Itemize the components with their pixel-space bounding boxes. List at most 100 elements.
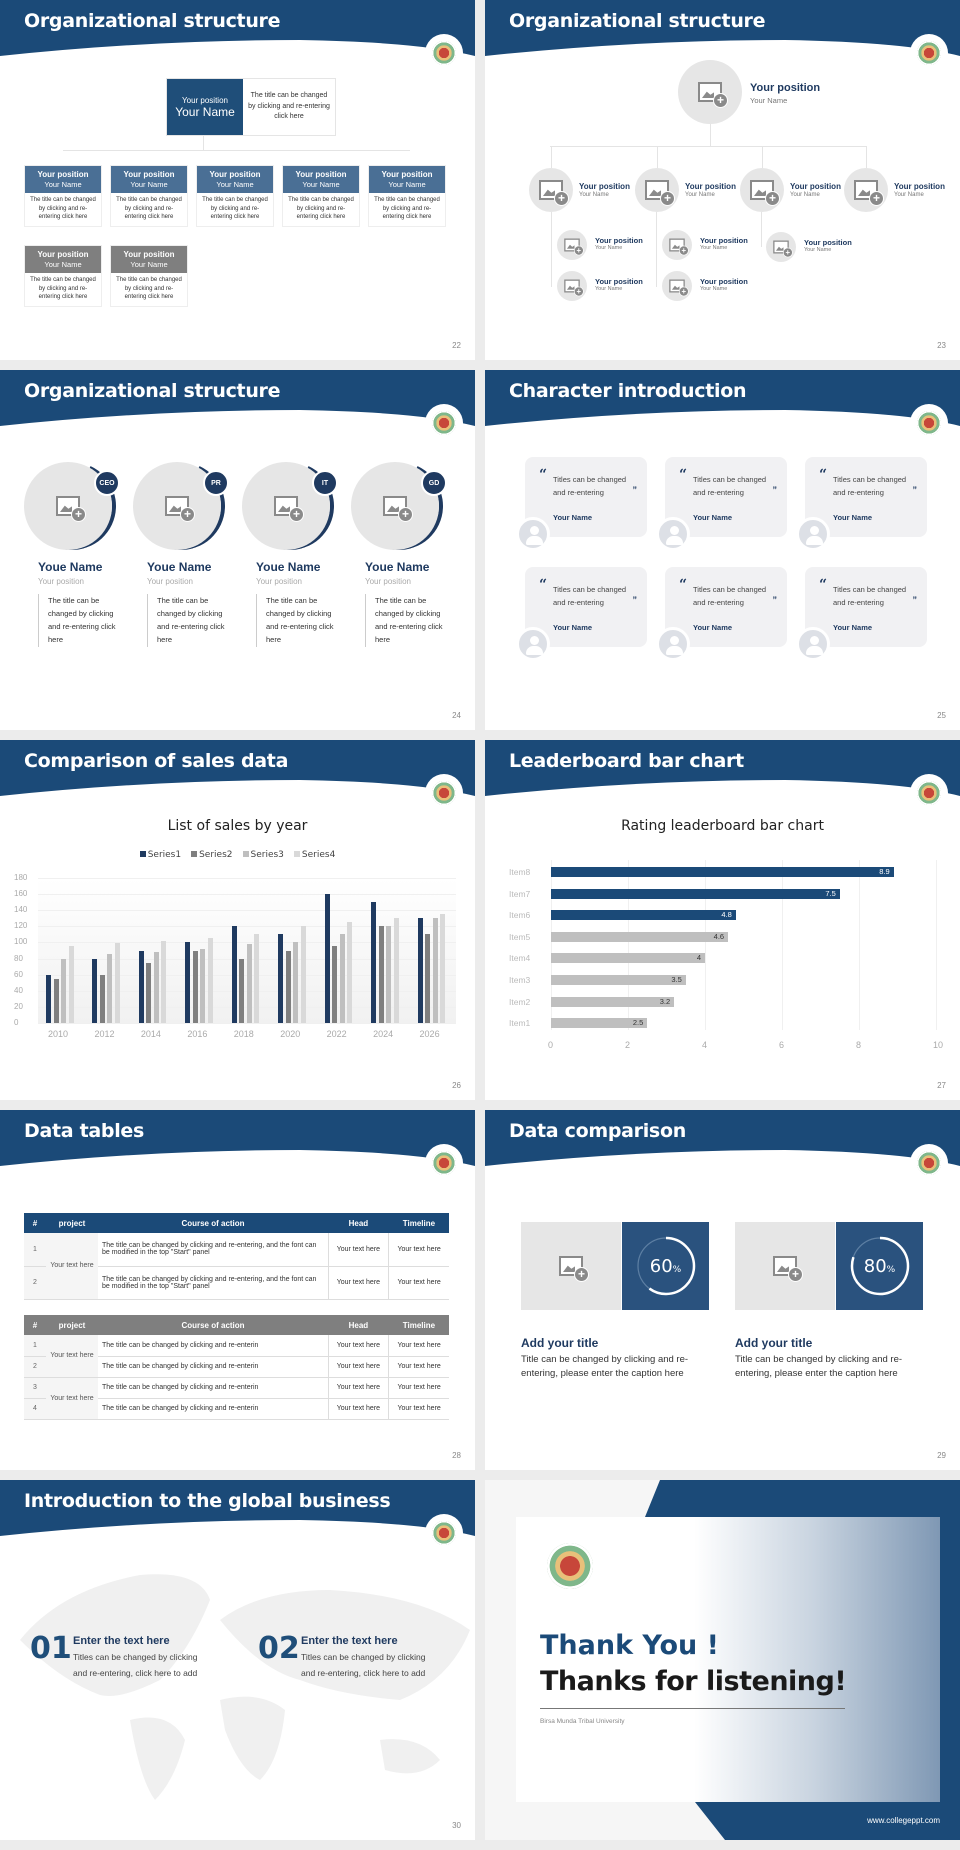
avatar-icon — [796, 517, 830, 551]
close-quote-icon: ” — [912, 485, 918, 495]
legend-item: Series4 — [293, 850, 335, 860]
logo-emblem-icon — [917, 1151, 941, 1175]
column-header: Course of action — [181, 1218, 245, 1228]
photo-placeholder[interactable] — [740, 168, 784, 212]
table-row[interactable]: 1 Your text here The title can be changed … — [24, 1233, 449, 1300]
bar — [68, 946, 74, 1023]
progress-ring — [850, 1236, 909, 1296]
photo-placeholder-small[interactable] — [766, 232, 796, 262]
head-cell: Your text here — [327, 1377, 389, 1399]
logo-emblem-icon — [432, 1151, 456, 1175]
top-position-box[interactable]: Your position Your Name The title can be c… — [166, 78, 336, 136]
item-description: Title can be changed by clicking and re-… — [735, 1354, 903, 1380]
header-wave-shape — [0, 370, 475, 426]
website-link[interactable]: www.collegeppt.com — [867, 1816, 940, 1825]
university-logo — [910, 34, 948, 72]
logo-emblem-icon — [432, 41, 456, 65]
position-box[interactable]: Your position Your Name The title can be c… — [24, 165, 102, 227]
item-heading: Enter the text here — [73, 1635, 170, 1647]
position-box[interactable]: Your position Your Name The title can be c… — [368, 165, 446, 227]
position-box[interactable]: Your position Your Name The title can be c… — [24, 245, 102, 307]
logo-emblem-icon — [917, 411, 941, 435]
slide-title: Organizational structure — [24, 10, 281, 32]
image-placeholder-icon — [669, 238, 689, 256]
quote-author: Your Name — [693, 513, 733, 522]
top-position: Your position — [750, 82, 821, 94]
slide-23-org-chart: Organizational structure23Your positionY… — [485, 0, 960, 360]
table-row[interactable]: 3 Your text here The title can be changed … — [24, 1377, 449, 1420]
grid-line — [38, 894, 456, 896]
university-logo — [910, 1144, 948, 1182]
table-row[interactable]: 2 The title can be changed by clicking an… — [24, 1266, 449, 1300]
slide-title: Data tables — [24, 1120, 145, 1142]
logo-emblem-icon — [917, 781, 941, 805]
table-row[interactable]: 1 Your text here The title can be changed … — [24, 1335, 449, 1378]
position-label: Your position — [209, 170, 261, 179]
slide-header: Introduction to the global business — [0, 1480, 475, 1540]
photo-placeholder[interactable] — [635, 168, 679, 212]
quote-text: Titles can be changed and re-entering — [553, 585, 627, 608]
item-title: Add your title — [735, 1336, 813, 1350]
background-shapes — [645, 1480, 960, 1840]
header-wave-shape — [0, 0, 475, 56]
grid-line — [38, 1023, 456, 1024]
top-photo-placeholder[interactable] — [678, 60, 742, 124]
university-logo — [547, 1543, 593, 1589]
head-cell: Your text here — [327, 1335, 389, 1357]
team-member-card: CEO Youe Name Your position The title can b… — [15, 449, 129, 647]
item-number: 02 — [258, 1631, 300, 1666]
image-placeholder[interactable] — [521, 1222, 621, 1310]
grid-line — [936, 860, 937, 1030]
image-placeholder-icon — [165, 496, 195, 522]
image-placeholder[interactable] — [735, 1222, 835, 1310]
table-header-row: # project Course of action Head Timeline — [24, 1213, 449, 1233]
position-box[interactable]: Your position Your Name The title can be c… — [282, 165, 360, 227]
x-tick: 2020 — [280, 1029, 301, 1039]
image-placeholder-icon — [564, 279, 584, 297]
slide-title: Organizational structure — [24, 380, 281, 402]
item-heading: Enter the text here — [301, 1635, 398, 1647]
action-cell: The title can be changed by clicking and… — [98, 1266, 328, 1300]
page-number: 28 — [452, 1451, 461, 1460]
name-label: Your Name — [302, 180, 340, 189]
x-tick: 2014 — [140, 1029, 161, 1039]
y-tick: 40 — [14, 985, 23, 995]
member-position: Your position — [38, 577, 84, 586]
open-quote-icon: “ — [679, 577, 688, 593]
position-box[interactable]: Your position Your Name The title can be c… — [196, 165, 274, 227]
head-cell: Your text here — [327, 1266, 389, 1300]
bar-value-label: 8.9 — [879, 867, 890, 876]
x-tick: 2018 — [233, 1029, 254, 1039]
photo-placeholder-small[interactable] — [662, 230, 692, 260]
grid-line — [628, 860, 629, 1030]
position-box[interactable]: Your position Your Name The title can be c… — [110, 165, 188, 227]
avatar-icon — [796, 627, 830, 661]
top-position: Your position — [182, 95, 228, 105]
photo-placeholder-small[interactable] — [557, 230, 587, 260]
photo-placeholder[interactable] — [529, 168, 573, 212]
timeline-cell: Your text here — [388, 1335, 449, 1357]
bar — [107, 953, 113, 1023]
photo-placeholder[interactable] — [844, 168, 888, 212]
quote-card[interactable]: “ Titles can be changed and re-entering ” Y… — [525, 457, 647, 537]
open-quote-icon: “ — [819, 467, 828, 483]
quote-text: Titles can be changed and re-entering — [833, 585, 907, 608]
position-box[interactable]: Your position Your Name The title can be c… — [110, 245, 188, 307]
legend-item: Series3 — [242, 850, 284, 860]
percent-panel: 60% — [622, 1222, 709, 1310]
connector-line — [203, 136, 204, 150]
position-label: Your position — [804, 238, 852, 247]
table-row[interactable]: 2 The title can be changed by clicking an… — [24, 1356, 449, 1378]
bar: 4.6 — [551, 931, 729, 942]
photo-placeholder-small[interactable] — [662, 271, 692, 301]
bar-value-label: 3.2 — [659, 996, 671, 1006]
photo-placeholder-small[interactable] — [557, 271, 587, 301]
chart-title: List of sales by year — [167, 818, 308, 834]
logo-emblem-icon — [432, 1521, 456, 1545]
table-row[interactable]: 4 The title can be changed by clicking an… — [24, 1398, 449, 1420]
quote-card[interactable]: “ Titles can be changed and re-entering ” Y… — [665, 567, 787, 647]
percent-panel: 80% — [836, 1222, 923, 1310]
position-label: Your position — [700, 236, 748, 245]
connector-line — [551, 212, 552, 287]
close-quote-icon: ” — [772, 485, 778, 495]
